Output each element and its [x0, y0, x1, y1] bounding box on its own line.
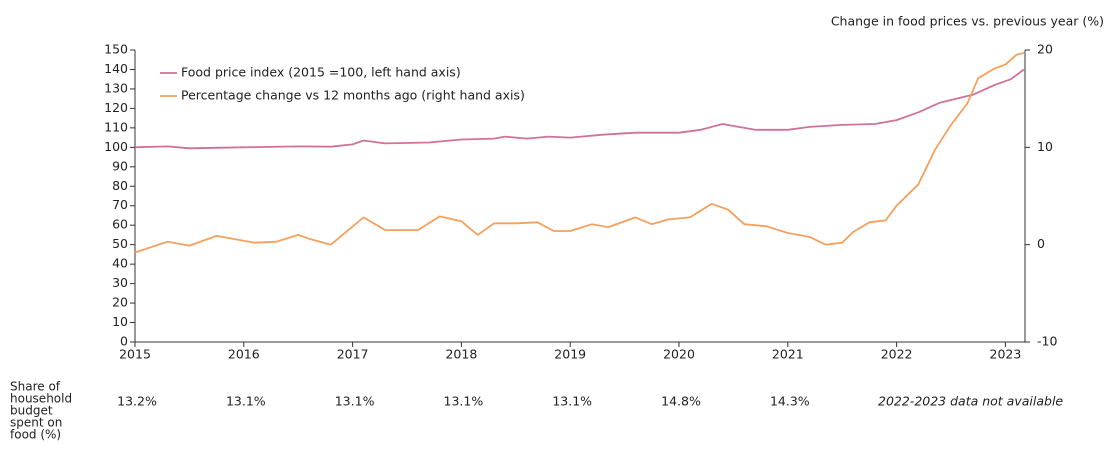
share-value: 14.3%: [770, 394, 810, 409]
y-tick-label: 130: [104, 80, 128, 95]
y-tick-label: 80: [112, 178, 128, 193]
x-tick-label: 2016: [228, 347, 260, 362]
y-tick-label: 110: [104, 119, 128, 134]
y-tick-label: 30: [112, 275, 128, 290]
y-tick-label: 10: [112, 314, 128, 329]
share-value: 13.1%: [226, 394, 266, 409]
y-tick-label: 120: [104, 100, 128, 115]
x-tick-label: 2023: [990, 347, 1022, 362]
share-value: 13.1%: [552, 394, 592, 409]
y2-tick-label: 20: [1037, 42, 1053, 57]
share-label: food (%): [10, 428, 61, 442]
legend-label: Percentage change vs 12 months ago (righ…: [181, 88, 525, 103]
y-tick-label: 20: [112, 295, 128, 310]
share-label: Share of: [10, 380, 61, 394]
y-tick-label: 0: [120, 334, 128, 349]
y-tick-label: 60: [112, 217, 128, 232]
share-note: 2022-2023 data not available: [878, 394, 1063, 409]
share-label: budget: [10, 404, 53, 418]
x-tick-label: 2020: [663, 347, 695, 362]
y-tick-label: 50: [112, 236, 128, 251]
y2-tick-label: 0: [1037, 236, 1045, 251]
x-tick-label: 2019: [554, 347, 586, 362]
y-tick-label: 100: [104, 139, 128, 154]
x-tick-label: 2021: [772, 347, 804, 362]
share-value: 13.1%: [444, 394, 484, 409]
x-tick-label: 2015: [119, 347, 151, 362]
share-value: 14.8%: [661, 394, 701, 409]
x-tick-label: 2017: [337, 347, 369, 362]
x-tick-label: 2022: [881, 347, 913, 362]
x-tick-label: 2018: [445, 347, 477, 362]
share-label: spent on: [10, 416, 62, 430]
y2-tick-label: 10: [1037, 139, 1053, 154]
y2-axis-title: Change in food prices vs. previous year …: [831, 14, 1104, 29]
share-value: 13.2%: [117, 394, 157, 409]
y-tick-label: 90: [112, 158, 128, 173]
series-line: [134, 68, 1025, 150]
y-tick-label: 40: [112, 256, 128, 271]
y2-tick-label: -10: [1037, 334, 1057, 349]
y-tick-label: 150: [104, 42, 128, 57]
y-tick-label: 140: [104, 61, 128, 76]
share-value: 13.1%: [335, 394, 375, 409]
y-tick-label: 70: [112, 197, 128, 212]
series-line: [134, 52, 1025, 254]
legend-label: Food price index (2015 =100, left hand a…: [181, 65, 461, 80]
share-label: household: [10, 392, 72, 406]
